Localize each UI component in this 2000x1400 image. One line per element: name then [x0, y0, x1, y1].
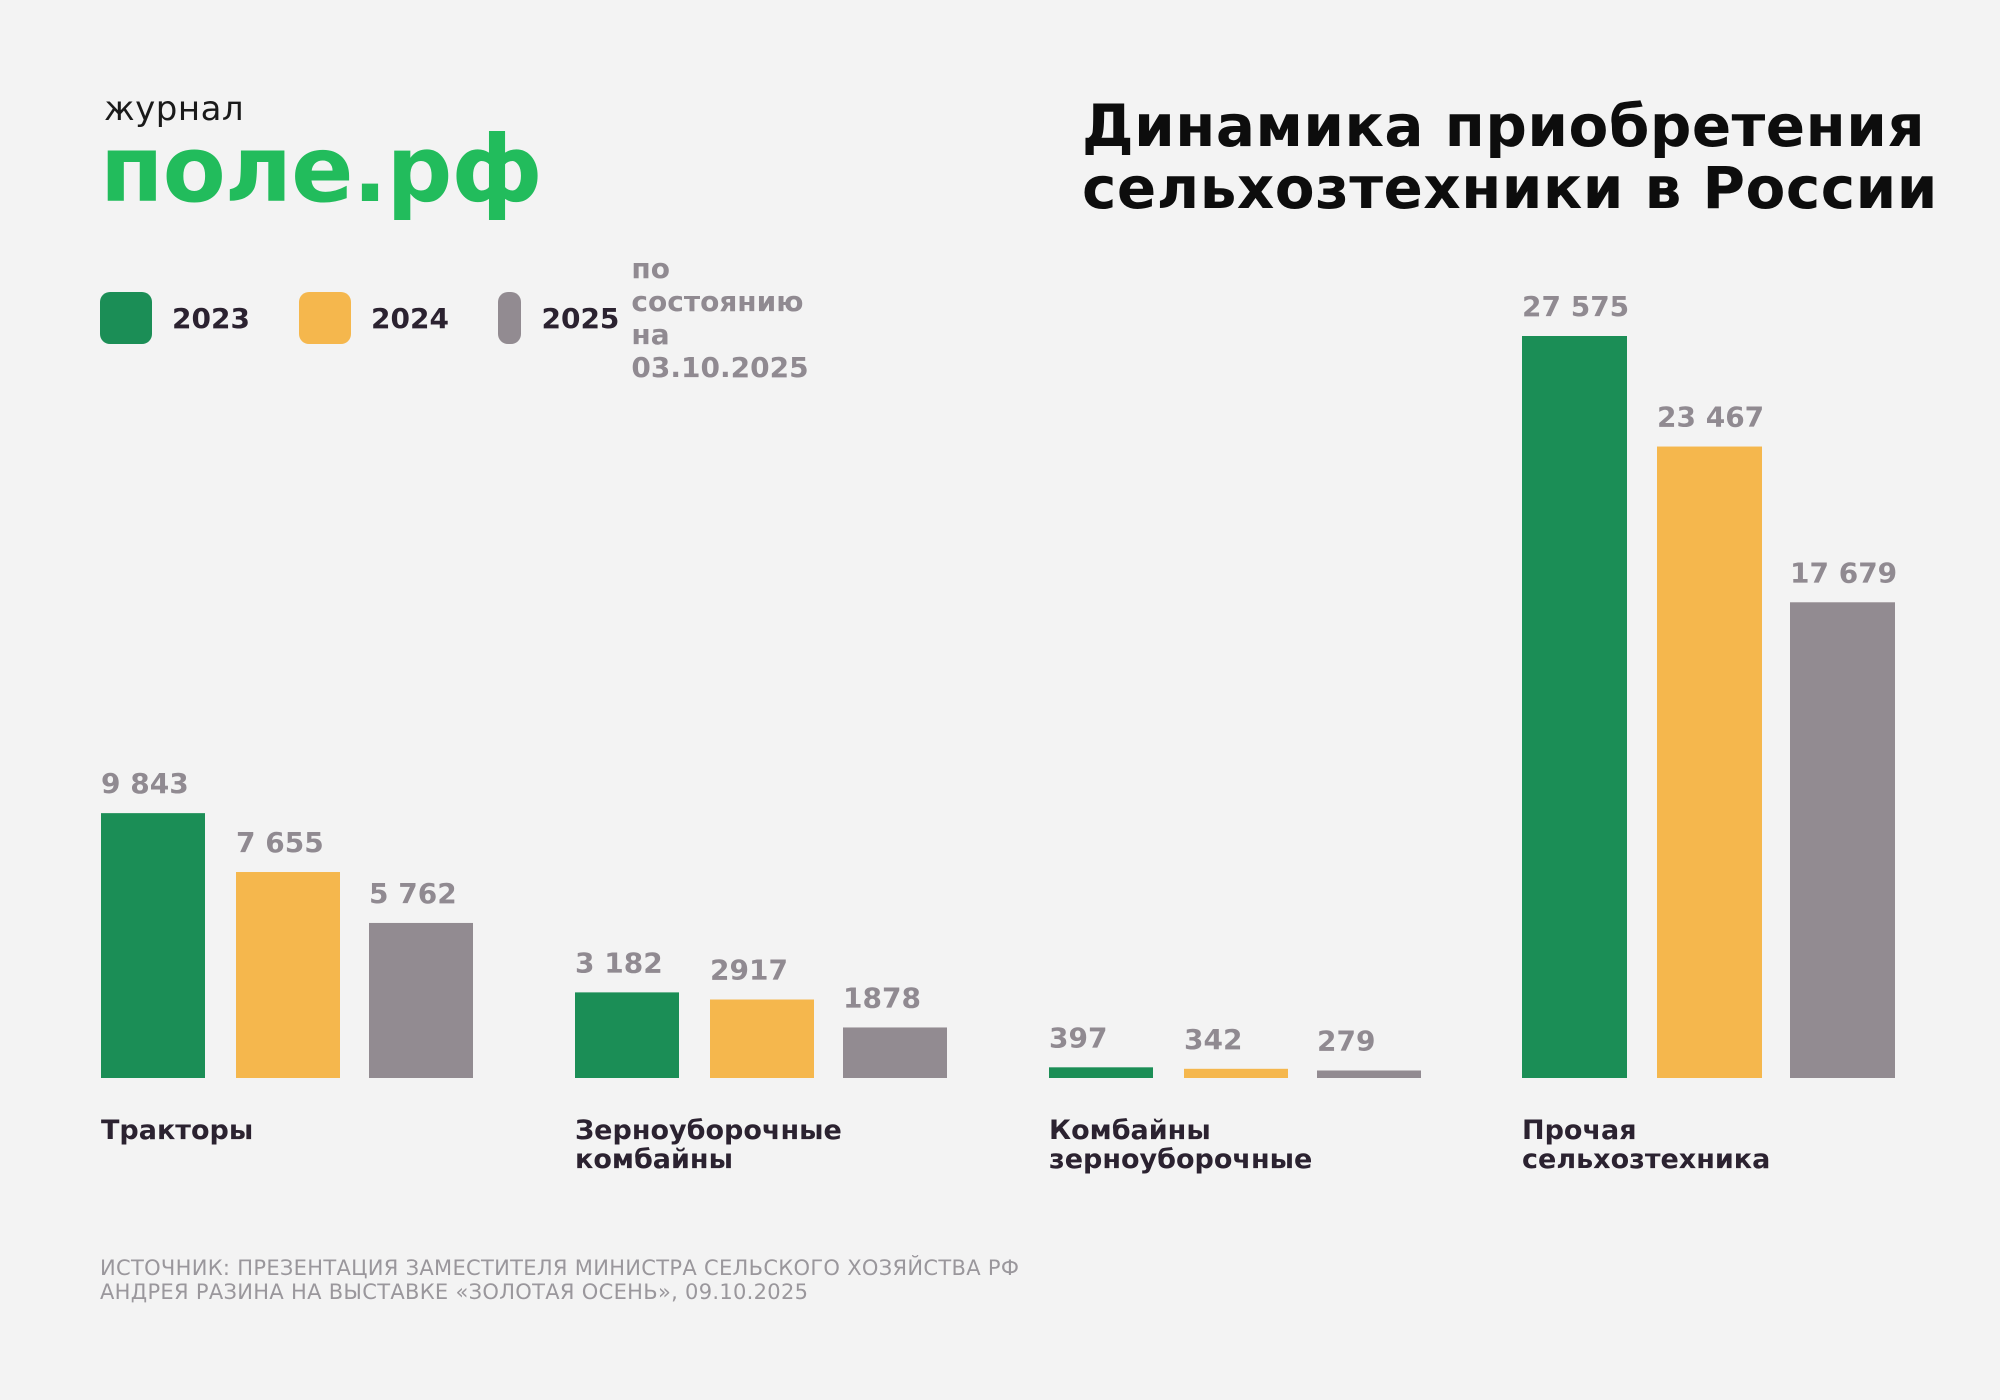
logo-small-text: журнал [104, 89, 245, 129]
category-label-3: Прочая сельхозтехника [1522, 1115, 1771, 1175]
bar-2025-3 [1790, 602, 1895, 1078]
logo-big-text: поле.рф [100, 116, 543, 223]
bar-2025-1 [843, 1027, 947, 1078]
legend-swatch-2025 [498, 292, 522, 344]
value-label-2024-1: 2917 [710, 954, 788, 987]
legend-note-2025: по состоянию на 03.10.2025 [631, 252, 809, 384]
legend-swatch-2023 [100, 292, 152, 344]
value-label-2025-1: 1878 [843, 981, 921, 1014]
bar-2023-3 [1522, 336, 1627, 1078]
legend-label-2024: 2024 [371, 301, 449, 335]
value-label-2025-2: 279 [1317, 1024, 1375, 1057]
bar-2023-0 [101, 813, 205, 1078]
bar-2025-0 [369, 922, 473, 1078]
legend-swatch-2024 [299, 292, 351, 344]
bar-2024-0 [236, 872, 340, 1078]
value-label-2023-1: 3 182 [575, 946, 663, 979]
category-label-1: Зерноуборочные комбайны [575, 1115, 842, 1175]
value-label-2023-2: 397 [1049, 1021, 1107, 1054]
legend-item-2024: 2024 [299, 292, 449, 344]
value-label-2023-3: 27 575 [1522, 290, 1629, 323]
source-note: ИСТОЧНИК: ПРЕЗЕНТАЦИЯ ЗАМЕСТИТЕЛЯ МИНИСТ… [100, 1256, 1019, 1304]
value-label-2024-0: 7 655 [236, 826, 324, 859]
bar-2023-2 [1049, 1067, 1153, 1078]
bar-2023-1 [575, 992, 679, 1078]
chart-title: Динамика приобретения сельхозтехники в Р… [1082, 95, 1982, 219]
legend-label-2025: 2025 [541, 301, 620, 335]
value-label-2024-3: 23 467 [1657, 401, 1764, 434]
chart-title-text: Динамика приобретения сельхозтехники в Р… [1082, 92, 1938, 222]
legend-item-2023: 2023 [100, 292, 250, 344]
legend-item-2025: 2025 по состоянию на 03.10.2025 [498, 252, 837, 384]
bar-2024-3 [1657, 446, 1762, 1079]
category-label-0: Тракторы [101, 1115, 254, 1146]
legend-label-2023: 2023 [172, 301, 250, 335]
category-label-2: Комбайны зерноуборочные [1049, 1115, 1313, 1175]
source-text: ИСТОЧНИК: ПРЕЗЕНТАЦИЯ ЗАМЕСТИТЕЛЯ МИНИСТ… [100, 1256, 1020, 1304]
bar-2024-2 [1184, 1068, 1288, 1078]
value-label-2024-2: 342 [1184, 1023, 1242, 1056]
bar-2025-2 [1317, 1070, 1421, 1078]
value-label-2025-3: 17 679 [1790, 556, 1897, 589]
value-label-2025-0: 5 762 [369, 877, 457, 910]
bar-2024-1 [710, 999, 814, 1078]
logo: журнал поле.рф [100, 89, 543, 223]
value-label-2023-0: 9 843 [101, 767, 189, 800]
